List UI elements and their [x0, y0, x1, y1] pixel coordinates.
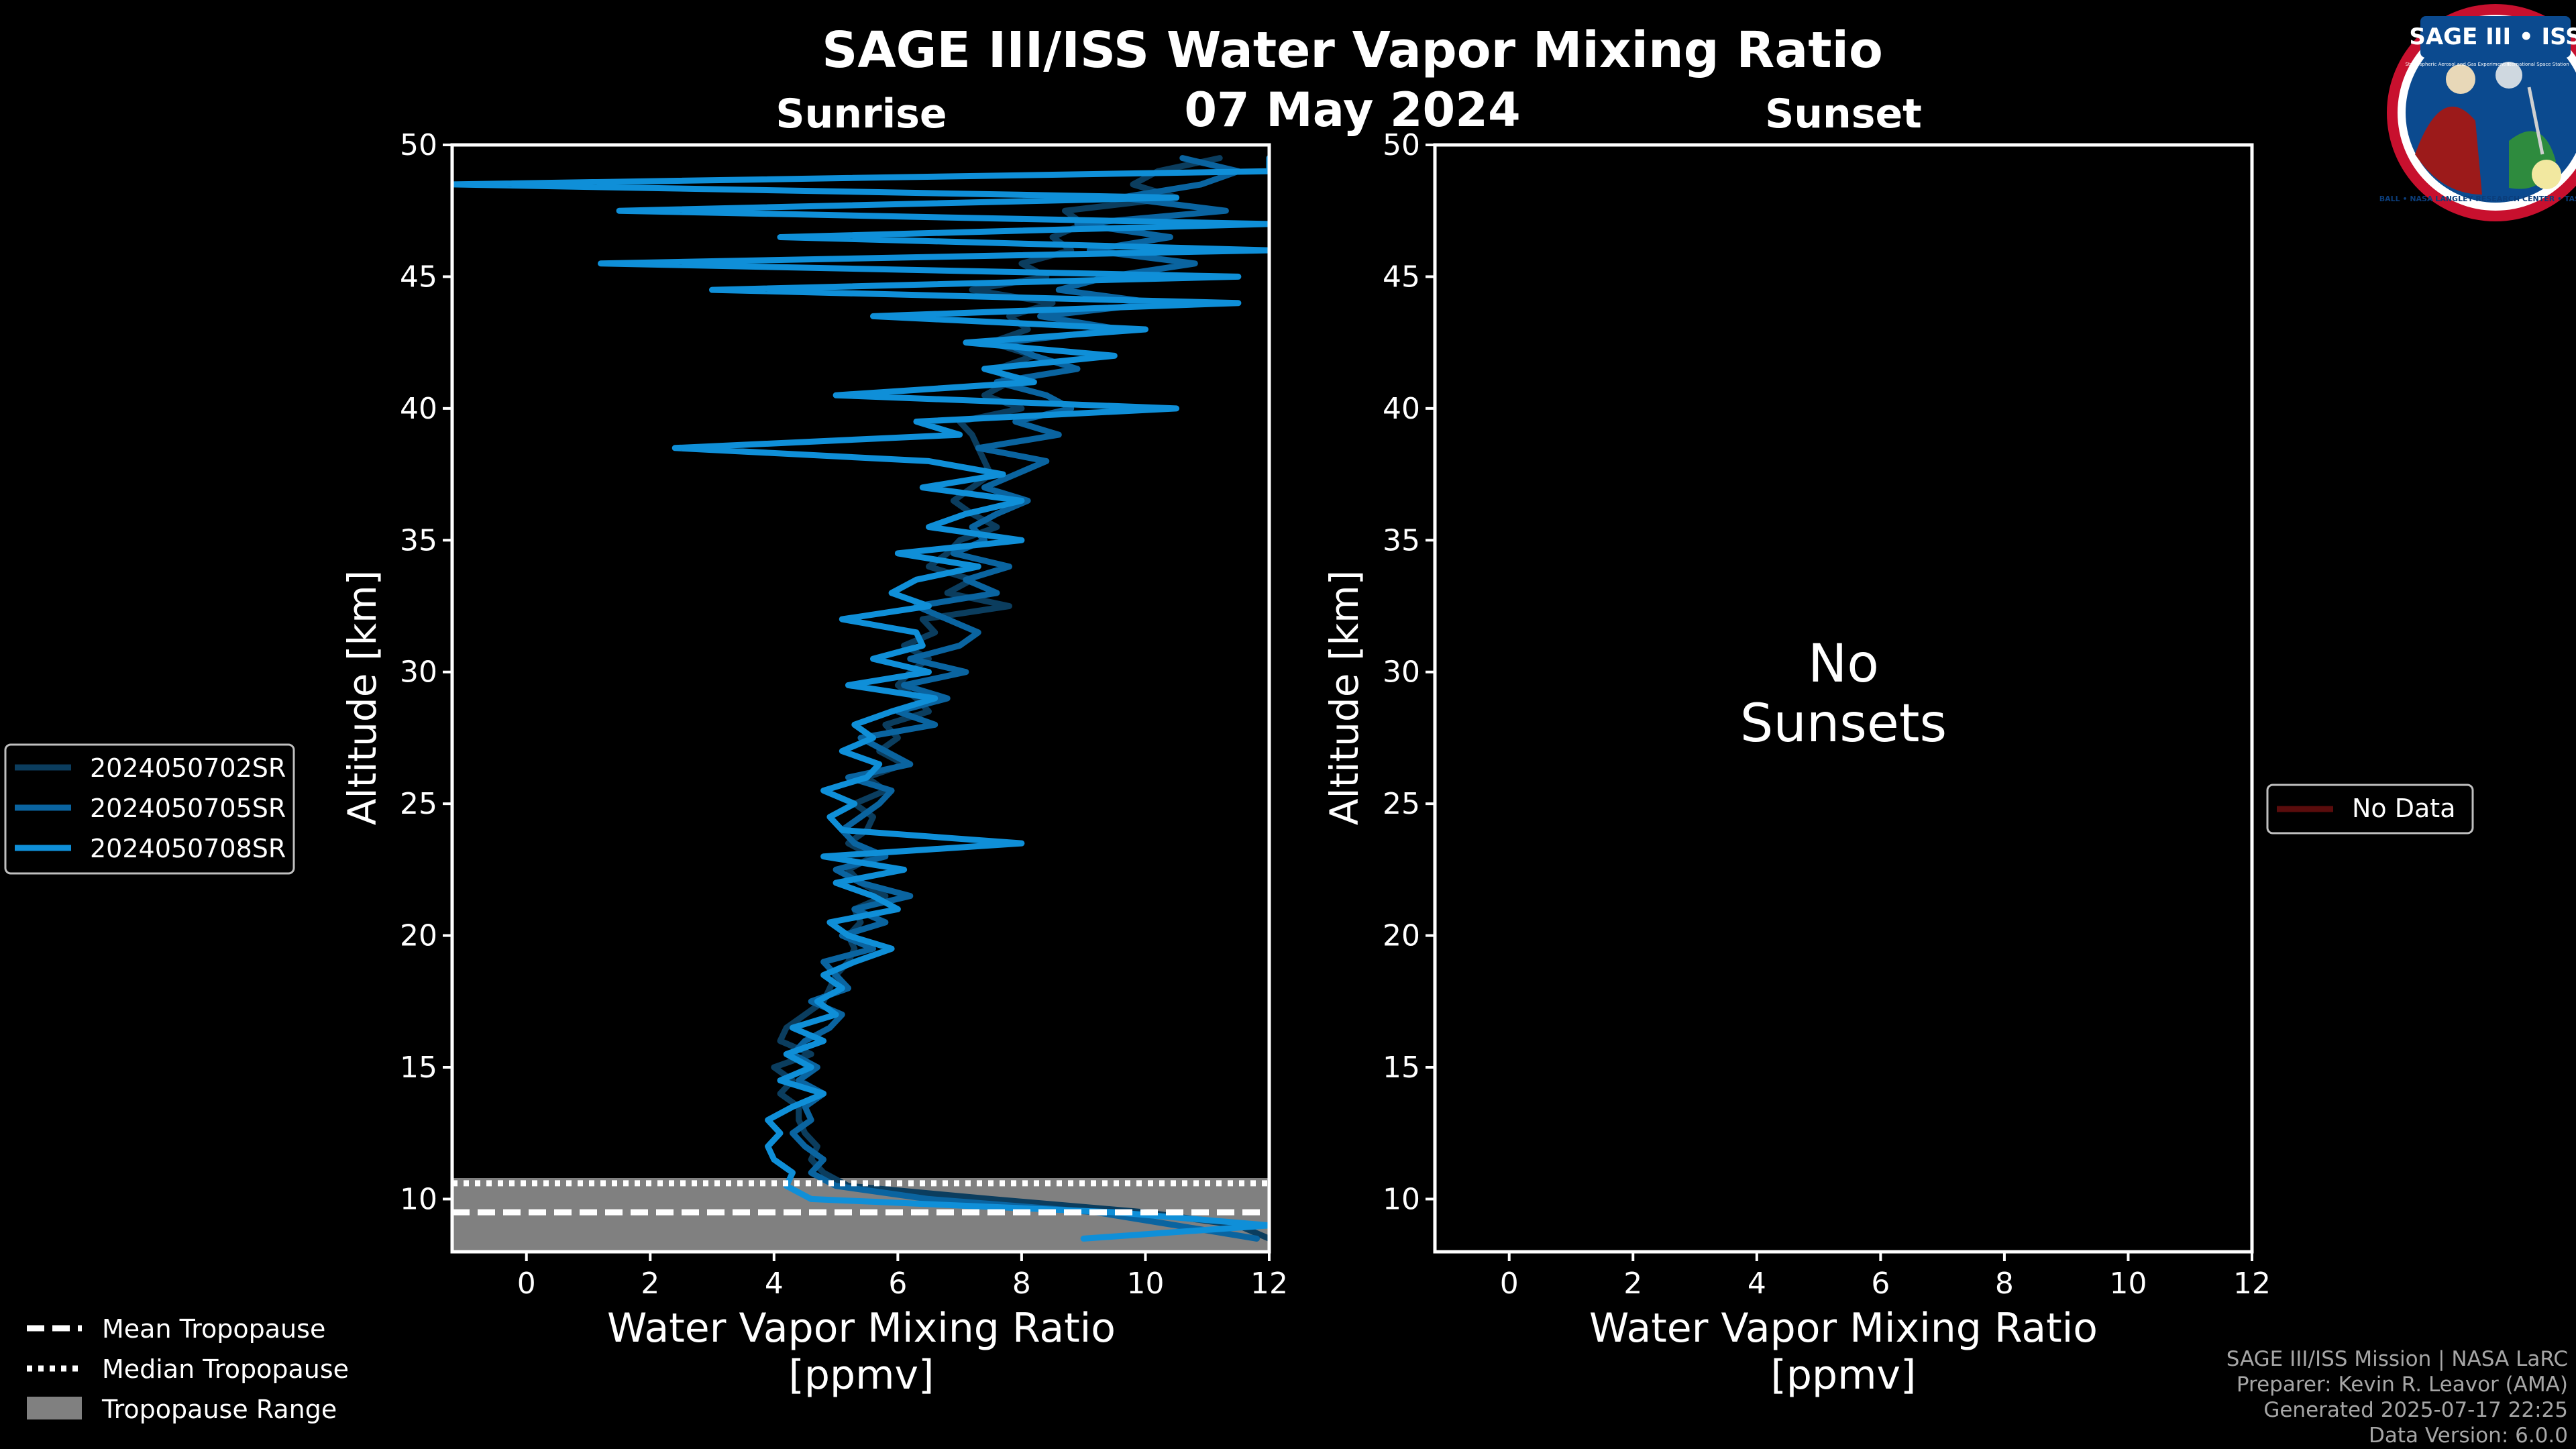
sunrise-xtick-label: 4	[765, 1267, 784, 1301]
footer-generated: Generated 2025-07-17 22:25	[2263, 1398, 2568, 1422]
sunrise-series-2024050702SR	[771, 155, 1269, 1242]
sunset-xlabel-units: [ppmv]	[1771, 1352, 1917, 1399]
sunset-xtick-label: 8	[1995, 1267, 2014, 1301]
sunset-panel-title: Sunset	[1765, 91, 1922, 138]
sunset-ytick-label: 50	[1383, 128, 1420, 162]
sunset-xtick-label: 0	[1500, 1267, 1519, 1301]
sunrise-ytick-label: 30	[400, 655, 437, 690]
tropopause-legend: Mean Tropopause Median Tropopause Tropop…	[27, 1314, 349, 1424]
sunrise-panel-title: Sunrise	[775, 91, 947, 138]
sunrise-ylabel: Altitude [km]	[339, 570, 385, 825]
sunrise-xtick-label: 10	[1126, 1267, 1164, 1301]
logo-subtitle: Stratospheric Aerosol and Gas Experiment…	[2405, 62, 2510, 67]
sunset-xtick-label: 4	[1748, 1267, 1766, 1301]
sunrise-ytick-label: 45	[400, 260, 437, 294]
sunrise-axes-frame	[450, 143, 1271, 1254]
sunset-ytick-label: 10	[1383, 1182, 1420, 1216]
sunrise-ytick-label: 50	[400, 128, 437, 162]
sunrise-xlabel-units: [ppmv]	[789, 1352, 934, 1399]
sunset-xlabel-text: Water Vapor Mixing Ratio	[1589, 1305, 2098, 1352]
legend-tropopause-range: Tropopause Range	[101, 1395, 337, 1424]
sunset-ytick-label: 25	[1383, 787, 1420, 821]
sunrise-series-2024050708SR	[452, 155, 1269, 1242]
sunrise-xtick-label: 2	[641, 1267, 659, 1301]
series-legend: 2024050702SR 2024050705SR 2024050708SR	[4, 743, 295, 875]
legend-tropopause-range-swatch	[27, 1397, 82, 1419]
sunrise-ytick-label: 35	[400, 523, 437, 557]
footer-preparer: Preparer: Kevin R. Leavor (AMA)	[2237, 1373, 2568, 1397]
no-sunsets-line2: Sunsets	[1740, 694, 1947, 754]
sunset-xlabel-line1: Water Vapor Mixing Ratio [ppmv]	[1589, 1305, 2098, 1399]
sage-iss-logo: SAGE III • ISS Stratospheric Aerosol and…	[2379, 4, 2576, 221]
sunrise-xtick-label: 6	[888, 1267, 907, 1301]
logo-text: SAGE III • ISS	[2409, 23, 2576, 50]
sunset-xtick-label: 10	[2109, 1267, 2147, 1301]
sunset-axes-frame	[1433, 143, 2254, 1254]
date-title: 07 May 2024	[1184, 83, 1520, 138]
logo-station: International Space Station	[2505, 62, 2569, 67]
sunrise-series-2024050705SR	[790, 155, 1260, 1242]
sunrise-ytick-label: 20	[400, 919, 437, 953]
sunset-ytick-label: 40	[1383, 392, 1420, 426]
sunset-xtick-label: 6	[1871, 1267, 1890, 1301]
sunset-ylabel: Altitude [km]	[1322, 570, 1367, 825]
sunset-xtick-label: 2	[1623, 1267, 1642, 1301]
footer-version: Data Version: 6.0.0	[2369, 1424, 2568, 1448]
legend-label-1: 2024050705SR	[90, 794, 286, 823]
no-data-legend: No Data	[2266, 784, 2474, 835]
footer: SAGE III/ISS Mission | NASA LaRC Prepare…	[2226, 1347, 2568, 1448]
sunrise-xtick-label: 12	[1250, 1267, 1288, 1301]
sunset-ytick-label: 30	[1383, 655, 1420, 690]
sunset-ytick-label: 35	[1383, 523, 1420, 557]
legend-label-0: 2024050702SR	[90, 753, 286, 783]
legend-label-2: 2024050708SR	[90, 834, 286, 863]
main-title: SAGE III/ISS Water Vapor Mixing Ratio	[822, 21, 1883, 79]
sunrise-xlabel-text: Water Vapor Mixing Ratio	[607, 1305, 1116, 1352]
sunset-xtick-label: 12	[2233, 1267, 2271, 1301]
no-sunsets-line1: No	[1808, 634, 1879, 694]
legend-mean-tropopause: Mean Tropopause	[102, 1314, 325, 1344]
sunset-ytick-label: 20	[1383, 919, 1420, 953]
legend-no-data: No Data	[2352, 794, 2456, 823]
sunrise-plot-area	[452, 155, 1269, 1252]
sunrise-xtick-label: 8	[1012, 1267, 1031, 1301]
sunset-ytick-label: 45	[1383, 260, 1420, 294]
footer-mission: SAGE III/ISS Mission | NASA LaRC	[2226, 1347, 2568, 1371]
logo-ring-text: BALL • NASA LANGLEY RESEARCH CENTER • TA…	[2379, 195, 2576, 203]
sunset-ytick-label: 15	[1383, 1051, 1420, 1085]
sunrise-xtick-label: 0	[517, 1267, 536, 1301]
sunrise-ytick-label: 40	[400, 392, 437, 426]
legend-median-tropopause: Median Tropopause	[102, 1354, 349, 1384]
sunrise-ytick-label: 25	[400, 787, 437, 821]
sunrise-ytick-label: 10	[400, 1182, 437, 1216]
sunrise-ytick-label: 15	[400, 1051, 437, 1085]
sunrise-xlabel-line1: Water Vapor Mixing Ratio [ppmv]	[607, 1305, 1116, 1399]
